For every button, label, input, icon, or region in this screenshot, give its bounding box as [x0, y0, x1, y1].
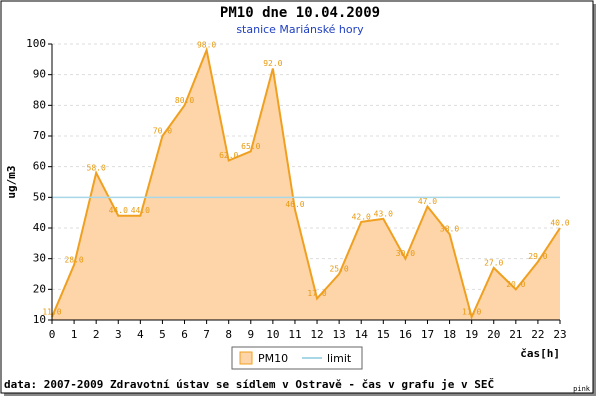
x-tick-label: 4 [137, 328, 144, 341]
x-tick-label: 13 [333, 328, 346, 341]
corner-note: pink [573, 385, 591, 393]
x-tick-label: 7 [203, 328, 210, 341]
x-tick-label: 6 [181, 328, 188, 341]
data-label: 47.0 [418, 197, 437, 206]
y-tick-label: 60 [33, 160, 46, 173]
chart-subtitle: stanice Mariánské hory [236, 23, 364, 36]
y-tick-label: 50 [33, 190, 46, 203]
x-tick-label: 3 [115, 328, 122, 341]
x-tick-label: 10 [266, 328, 279, 341]
y-axis-label: ug/m3 [5, 165, 18, 198]
data-label: 46.0 [285, 200, 304, 209]
x-tick-label: 1 [71, 328, 78, 341]
y-tick-label: 20 [33, 282, 46, 295]
area [52, 50, 560, 321]
x-tick-label: 23 [553, 328, 566, 341]
y-tick-label: 30 [33, 252, 46, 265]
x-tick-label: 14 [355, 328, 369, 341]
y-tick-label: 100 [26, 37, 46, 50]
data-label: 40.0 [550, 219, 569, 228]
line [51, 46, 561, 320]
data-label: 58.0 [87, 163, 106, 172]
data-label: 70.0 [153, 127, 172, 136]
data-label: 27.0 [484, 258, 503, 267]
x-tick-label: 15 [377, 328, 390, 341]
data-label: 38.0 [440, 225, 459, 234]
data-label: 25.0 [329, 265, 348, 274]
chart-title: PM10 dne 10.04.2009 [220, 5, 380, 21]
data-label: 20.0 [506, 280, 525, 289]
legend-swatch [239, 351, 253, 365]
x-tick-label: 2 [93, 328, 100, 341]
x-tick-label: 17 [421, 328, 434, 341]
x-axis-label: čas[h] [520, 347, 560, 360]
x-tick-label: 8 [225, 328, 232, 341]
data-label: 80.0 [175, 96, 194, 105]
data-label: 42.0 [352, 212, 371, 221]
data-label: 29.0 [528, 252, 547, 261]
legend-label: PM10 [258, 352, 288, 365]
data-label: 43.0 [374, 209, 393, 218]
x-tick-label: 11 [288, 328, 301, 341]
x-tick-label: 12 [310, 328, 323, 341]
data-label: 62.0 [219, 151, 238, 160]
data-label: 98.0 [197, 41, 216, 50]
x-tick-label: 16 [399, 328, 412, 341]
footer: data: 2007-2009 Zdravotní ústav se sídle… [4, 378, 494, 391]
legend-box [231, 346, 363, 370]
data-label: 30.0 [396, 249, 415, 258]
y-tick-label: 70 [33, 129, 46, 142]
x-tick-label: 20 [487, 328, 500, 341]
data-label: 65.0 [241, 142, 260, 151]
y-tick-label: 80 [33, 98, 46, 111]
data-label: 28.0 [64, 255, 83, 264]
y-tick-label: 10 [33, 313, 46, 326]
x-tick-label: 22 [531, 328, 544, 341]
legend: PM10 limit [231, 346, 363, 370]
data-label: 92.0 [263, 59, 282, 68]
data-label: 17.0 [307, 289, 326, 298]
legend-label: limit [327, 352, 352, 365]
x-tick-label: 0 [49, 328, 56, 341]
data-label: 44.0 [131, 206, 150, 215]
x-tick-label: 9 [247, 328, 254, 341]
x-tick-label: 18 [443, 328, 456, 341]
data-label: 44.0 [109, 206, 128, 215]
x-tick-label: 19 [465, 328, 478, 341]
x-tick-label: 21 [509, 328, 522, 341]
y-tick-label: 90 [33, 68, 46, 81]
data-label: 11.0 [462, 307, 481, 316]
x-tick-label: 5 [159, 328, 166, 341]
y-tick-label: 40 [33, 221, 46, 234]
